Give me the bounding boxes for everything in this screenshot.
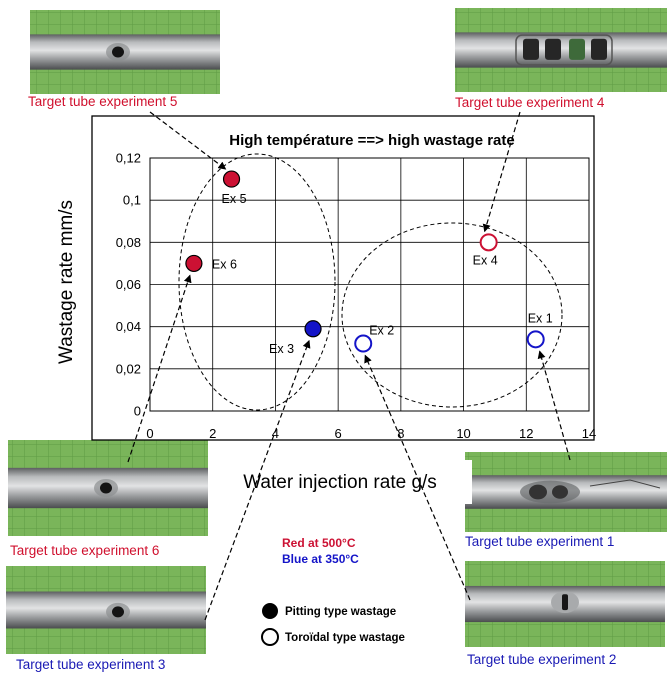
data-point-ex2 <box>354 334 373 353</box>
data-point-ex5 <box>222 170 241 188</box>
tube-photo-experiment-5: Target tube experiment 5 <box>28 10 220 109</box>
tube-photo-experiment-1: Target tube experiment 1 <box>465 452 667 549</box>
y-tick-label: 0,1 <box>123 193 141 208</box>
x-tick-label: 4 <box>272 426 279 441</box>
photo-caption-experiment-4: Target tube experiment 4 <box>455 95 605 110</box>
legend-red-text: Red at 500°C <box>282 536 356 550</box>
photo-caption-experiment-5: Target tube experiment 5 <box>28 94 177 109</box>
legend-blue-text: Blue at 350°C <box>282 552 359 566</box>
arrow-to-ex2 <box>364 354 471 601</box>
data-point-label: Ex 2 <box>369 324 394 338</box>
legend-open-text: Toroïdal type wastage <box>285 632 405 644</box>
arrow-to-ex3 <box>204 339 311 621</box>
y-tick-label: 0,02 <box>116 361 141 376</box>
tube-photo-experiment-2: Target tube experiment 2 <box>465 561 665 667</box>
arrow-to-ex6 <box>127 274 192 463</box>
tube-photo-experiment-3: Target tube experiment 3 <box>6 566 206 672</box>
data-point-label: Ex 1 <box>528 311 553 325</box>
y-tick-label: 0,04 <box>116 319 141 334</box>
legend-filled-text: Pitting type wastage <box>285 606 396 618</box>
photo-caption-experiment-3: Target tube experiment 3 <box>16 657 165 672</box>
x-tick-label: 2 <box>209 426 216 441</box>
y-tick-label: 0 <box>134 404 141 419</box>
arrow-to-ex1 <box>537 350 571 461</box>
y-tick-label: 0,12 <box>116 151 141 166</box>
x-tick-label: 14 <box>582 426 596 441</box>
tube-photo-experiment-4: Target tube experiment 4 <box>455 8 667 110</box>
y-axis-title: Wastage rate mm/s <box>56 200 77 364</box>
x-axis-title: Water injection rate g/s <box>243 472 437 493</box>
x-tick-label: 12 <box>519 426 533 441</box>
legend-filled-marker <box>262 603 278 619</box>
legend-open-marker <box>261 628 279 646</box>
data-point-label: Ex 3 <box>269 342 294 356</box>
chart-title: High température ==> high wastage rate <box>229 132 515 149</box>
data-point-label: Ex 6 <box>212 257 237 271</box>
photo-caption-experiment-2: Target tube experiment 2 <box>467 652 616 667</box>
data-point-ex4 <box>479 233 498 252</box>
data-point-ex6 <box>185 254 203 273</box>
y-tick-label: 0,06 <box>116 277 141 292</box>
pitting-group-ellipse <box>178 153 336 411</box>
data-point-ex1 <box>526 330 545 349</box>
x-tick-label: 0 <box>146 426 153 441</box>
photo-caption-experiment-1: Target tube experiment 1 <box>465 534 614 549</box>
photo-caption-experiment-6: Target tube experiment 6 <box>10 543 159 558</box>
tube-photo-experiment-6: Target tube experiment 6 <box>8 440 208 558</box>
x-tick-label: 10 <box>456 426 470 441</box>
data-point-label: Ex 5 <box>222 192 247 206</box>
x-tick-label: 8 <box>397 426 404 441</box>
y-tick-label: 0,08 <box>116 235 141 250</box>
arrow-to-ex4 <box>482 111 521 233</box>
x-axis-title-background <box>208 460 472 504</box>
x-tick-label: 6 <box>335 426 342 441</box>
chart-frame <box>91 115 595 441</box>
data-point-label: Ex 4 <box>473 253 498 267</box>
toroidal-group-ellipse <box>341 222 563 408</box>
data-point-ex3 <box>304 320 322 338</box>
plot-area-border <box>149 157 590 412</box>
